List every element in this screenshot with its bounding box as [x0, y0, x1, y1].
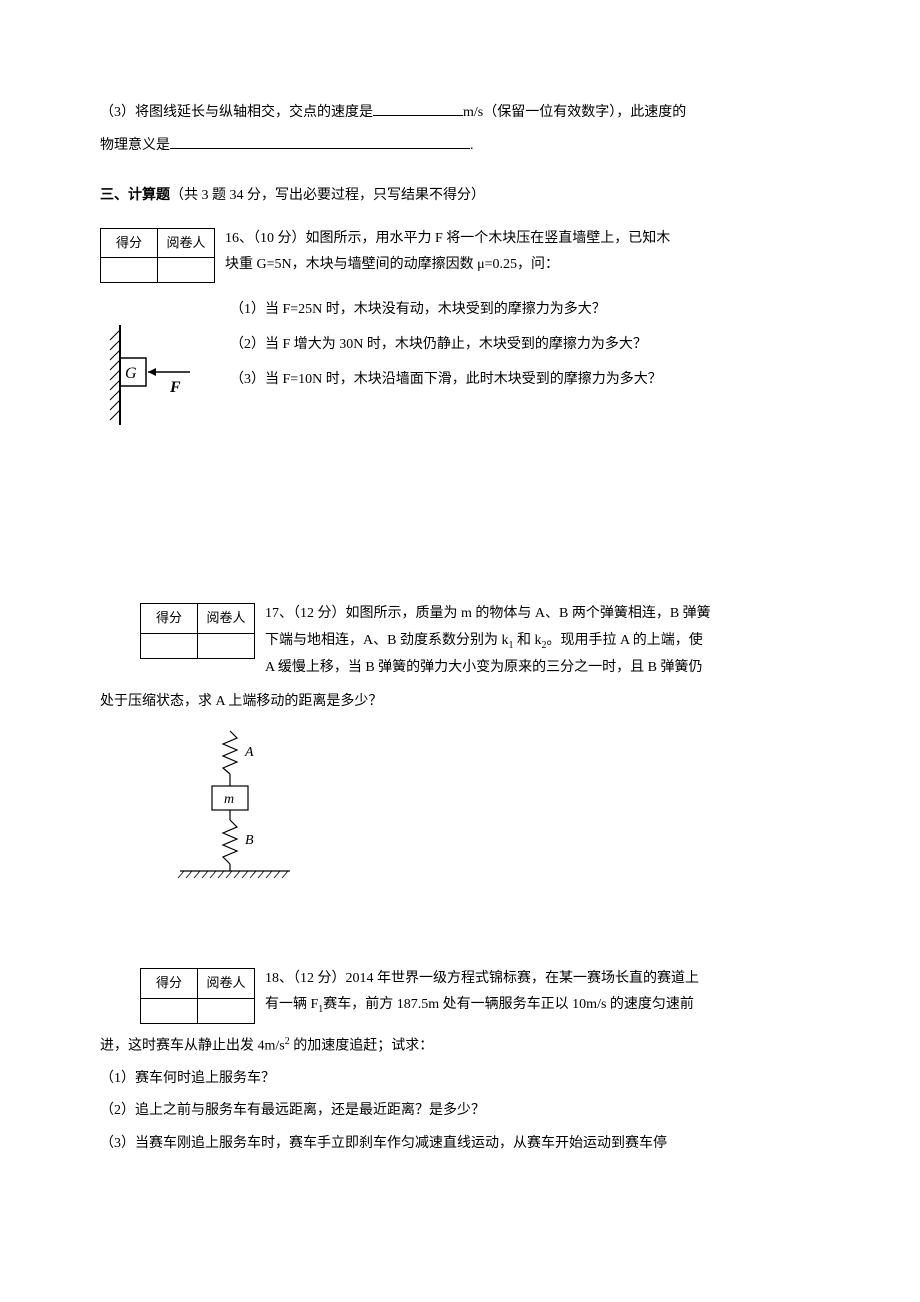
- q16-diagram-G: G: [125, 365, 137, 382]
- score-col1: 得分: [141, 968, 198, 998]
- q18-line3: 进，这时赛车从静止出发 4m/s2 的加速度追赶；试求：: [100, 1032, 820, 1060]
- score-empty: [198, 998, 255, 1023]
- q18-sub3: （3）当赛车刚追上服务车时，赛车手立即刹车作匀减速直线运动，从赛车开始运动到赛车…: [100, 1131, 820, 1158]
- q16-diagram: G F: [100, 320, 210, 430]
- score-col2: 阅卷人: [198, 604, 255, 634]
- q18-line3a: 进，这时赛车从静止出发 4m/s: [100, 1038, 285, 1053]
- section3-prefix: 三、: [100, 188, 128, 203]
- q18-score-table: 得分 阅卷人: [140, 968, 255, 1024]
- q17-workspace: [100, 896, 820, 966]
- q18-sub2: （2）追上之前与服务车有最远距离，还是最近距离？是多少？: [100, 1098, 820, 1125]
- q17-line2c: 。现用手拉 A 的上端，使: [546, 633, 702, 648]
- q16-body: 16、（10 分）如图所示，用水平力 F 将一个木块压在竖直墙壁上，已知木 块重…: [225, 226, 820, 279]
- q17-wrap: 得分 阅卷人 17、（12 分）如图所示，质量为 m 的物体与 A、B 两个弹簧…: [140, 601, 820, 681]
- q18-wrap: 得分 阅卷人 18、（12 分）2014 年世界一级方程式锦标赛，在某一赛场长直…: [140, 966, 820, 1024]
- q18-line2b: 赛车，前方 187.5m 处有一辆服务车正以 10m/s 的速度匀速前: [323, 997, 694, 1012]
- q18-line1: 18、（12 分）2014 年世界一级方程式锦标赛，在某一赛场长直的赛道上: [265, 971, 699, 986]
- q16-sub1: （1）当 F=25N 时，木块没有动，木块受到的摩擦力为多大？: [230, 297, 820, 324]
- q16-sub3: （3）当 F=10N 时，木块沿墙面下滑，此时木块受到的摩擦力为多大？: [230, 367, 820, 394]
- score-col2: 阅卷人: [198, 968, 255, 998]
- prev-q-part3-unit: m/s（保留一位有效数字），此速度的: [463, 105, 686, 120]
- q17-line3: A 缓慢上移，当 B 弹簧的弹力大小变为原来的三分之一时，且 B 弹簧仍: [265, 660, 703, 675]
- section3-bold: 计算题: [128, 188, 170, 203]
- q16-line2: 块重 G=5N，木块与墙壁间的动摩擦因数 μ=0.25，问：: [225, 257, 559, 272]
- score-empty: [158, 258, 215, 283]
- score-empty: [141, 633, 198, 658]
- score-empty: [198, 633, 255, 658]
- q17-line2a: 下端与地相连，A、B 劲度系数分别为 k: [265, 633, 508, 648]
- q17-diagram: A m B: [170, 726, 820, 896]
- q16-score-table: 得分 阅卷人: [100, 228, 215, 284]
- score-col2: 阅卷人: [158, 228, 215, 258]
- q18-line3b: 的加速度追赶；试求：: [290, 1038, 434, 1053]
- q16-diagram-F: F: [169, 379, 181, 396]
- score-empty: [141, 998, 198, 1023]
- section3-suffix: （共 3 题 34 分，写出必要过程，只写结果不得分）: [170, 188, 485, 203]
- q18-sub1: （1）赛车何时追上服务车？: [100, 1066, 820, 1093]
- q16-sub2: （2）当 F 增大为 30N 时，木块仍静止，木块受到的摩擦力为多大？: [230, 332, 820, 359]
- q17-diagram-A: A: [244, 745, 254, 760]
- q18-body: 18、（12 分）2014 年世界一级方程式锦标赛，在某一赛场长直的赛道上 有一…: [265, 966, 820, 1019]
- q17-diagram-m: m: [224, 792, 234, 807]
- q17-line1: 17、（12 分）如图所示，质量为 m 的物体与 A、B 两个弹簧相连，B 弹簧: [265, 606, 711, 621]
- q18-line2a: 有一辆 F: [265, 997, 318, 1012]
- prev-q-blank-meaning: [170, 134, 470, 149]
- q17-line2b: 和 k: [513, 633, 541, 648]
- prev-q-period: .: [470, 138, 474, 153]
- score-col1: 得分: [101, 228, 158, 258]
- q17-score-table: 得分 阅卷人: [140, 603, 255, 659]
- q16-workspace: [100, 401, 820, 601]
- score-empty: [101, 258, 158, 283]
- q17-line4: 处于压缩状态，求 A 上端移动的距离是多少？: [100, 689, 820, 716]
- q16-subs: （1）当 F=25N 时，木块没有动，木块受到的摩擦力为多大？ （2）当 F 增…: [230, 297, 820, 393]
- prev-q-line2-prefix: 物理意义是: [100, 138, 170, 153]
- q16-line1: 16、（10 分）如图所示，用水平力 F 将一个木块压在竖直墙壁上，已知木: [225, 231, 670, 246]
- q17-diagram-B: B: [245, 833, 254, 848]
- prev-q-part3: （3）将图线延长与纵轴相交，交点的速度是 m/s（保留一位有效数字），此速度的: [100, 100, 820, 127]
- prev-q-line2: 物理意义是.: [100, 133, 820, 160]
- q16-wrap: 得分 阅卷人 16、（10 分）如图所示，用水平力 F 将一个木块压在竖直墙壁上…: [100, 226, 820, 284]
- section3-title: 三、计算题（共 3 题 34 分，写出必要过程，只写结果不得分）: [100, 183, 820, 210]
- q17-body: 17、（12 分）如图所示，质量为 m 的物体与 A、B 两个弹簧相连，B 弹簧…: [265, 601, 820, 681]
- score-col1: 得分: [141, 604, 198, 634]
- prev-q-part3-prefix: （3）将图线延长与纵轴相交，交点的速度是: [100, 105, 373, 120]
- prev-q-blank-speed: [373, 101, 463, 116]
